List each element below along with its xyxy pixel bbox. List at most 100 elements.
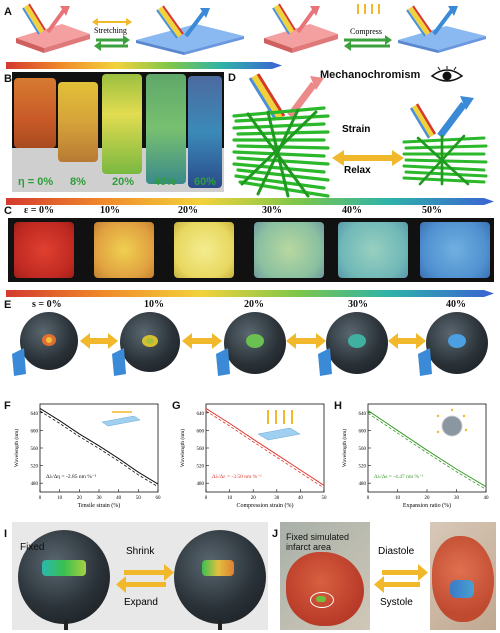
panel-b-label: B [4,73,12,85]
y-axis-label: Wavelength (nm) [13,429,20,467]
x-tick-label: 20 [77,496,83,501]
y-tick-label: 520 [197,465,205,470]
mechanochromism-title: Mechanochromism [320,69,421,81]
slope-annotation: Δλ/Δη = -2.85 nm %⁻¹ [46,474,97,480]
x-tick-label: 30 [454,496,460,501]
inset-film-icon [101,415,141,427]
eye-icon [430,66,464,82]
slope-annotation: Δλ/Δs = -4.47 nm %⁻¹ [374,474,424,480]
shrink-label: Shrink [126,546,155,557]
series-line-dashed [367,412,487,490]
stand-i-1 [64,620,68,630]
x-tick-label: 30 [274,496,280,501]
x-axis-label: Compression strain (%) [237,502,294,509]
expand-label: Expand [124,597,158,608]
fixed-infarct-line1: Fixed simulated [286,532,350,542]
strain-b-4: 60% [194,176,217,188]
film-c-5 [338,222,408,278]
y-tick-label: 600 [197,429,205,434]
chart-g: 640 600 560 520 480 0 10 20 30 40 50 Compression st… [179,403,327,509]
fixed-infarct-line2: infarct area [286,542,332,552]
strain-gradient-bar-e [6,290,494,297]
inset-expand-dot [450,408,454,412]
y-tick-label: 480 [31,482,39,487]
y-tick-label: 640 [197,412,205,417]
panel-a-label: A [4,6,12,18]
y-tick-label: 560 [359,447,367,452]
y-tick-label: 520 [31,465,39,470]
y-axis-label: Wavelength (nm) [179,429,186,467]
y-tick-label: 520 [359,465,367,470]
strain-b-0: η = 0% [18,176,54,188]
x-tick-label: 0 [39,496,42,501]
film-c-6 [420,222,490,278]
y-tick-label: 640 [31,412,39,417]
panel-j-label: J [272,528,279,540]
infarct-circle-marker [310,592,334,608]
x-tick-label: 20 [251,496,257,501]
stretching-label: Stretching [94,26,127,35]
x-tick-label: 10 [395,496,401,501]
x-tick-label: 10 [227,496,233,501]
strain-c-1: 10% [100,205,120,216]
strain-gradient-bar-c [6,198,494,205]
infarct-patch-1 [316,596,326,602]
film-c-2 [94,222,154,278]
strain-c-0: ε = 0% [24,205,54,216]
x-tick-label: 50 [136,496,142,501]
panel-d-nanofiber-schematic [232,73,488,198]
balloon-i-1 [18,530,110,624]
film-sample-3 [102,74,142,174]
film-sample-1 [14,78,56,148]
x-tick-label: 30 [97,496,103,501]
y-tick-label: 560 [31,447,39,452]
panel-f-label: F [4,400,11,412]
panel-d-label: D [228,72,236,84]
shrink-expand-arrows [116,564,174,593]
y-tick-label: 600 [31,429,39,434]
relax-label: Relax [344,165,371,176]
y-tick-label: 560 [197,447,205,452]
panel-a-schematic [16,3,486,55]
film-sample-5 [188,76,222,188]
series-line-dashed [39,410,159,488]
balloon-i-2 [174,530,266,624]
panel-g-label: G [172,400,181,412]
strain-b-3: 40% [154,176,177,188]
inset-balloon-icon [441,415,463,437]
x-tick-label: 20 [425,496,431,501]
film-c-4 [254,222,324,278]
x-axis-label: Tensile strain (%) [78,502,121,509]
chart-h: 640 600 560 520 480 0 10 20 30 40 Expansion ratio … [341,403,490,509]
strain-c-5: 50% [422,205,442,216]
diastole-label: Diastole [378,546,415,557]
fixed-infarct-label: Fixed simulated infarct area [286,532,349,552]
heart-model-2 [432,536,494,622]
strain-c-2: 20% [178,205,198,216]
panel-c-label: C [4,205,12,217]
diastole-systole-arrows [374,564,428,593]
series-line [39,407,159,485]
film-c-3 [174,222,234,278]
inset-expand-dot [462,414,466,418]
strain-e-4: 40% [446,299,466,310]
inset-expand-dot [436,430,440,434]
x-tick-label: 0 [367,496,370,501]
y-tick-label: 640 [359,412,367,417]
x-tick-label: 40 [116,496,122,501]
strain-label: Strain [342,124,371,135]
x-tick-label: 0 [205,496,208,501]
x-tick-label: 40 [484,496,490,501]
x-tick-label: 40 [298,496,304,501]
heart-photo-1 [280,522,370,630]
film-i-2 [202,560,234,576]
series-line [367,410,487,488]
strain-b-1: 8% [70,176,86,188]
film-sample-2 [58,82,98,162]
x-tick-label: 60 [156,496,162,501]
heart-model-1 [286,552,364,626]
panel-h-label: H [334,400,342,412]
strain-e-1: 10% [144,299,164,310]
y-axis-label: Wavelength (nm) [341,429,348,467]
panel-i-label: I [4,528,8,540]
